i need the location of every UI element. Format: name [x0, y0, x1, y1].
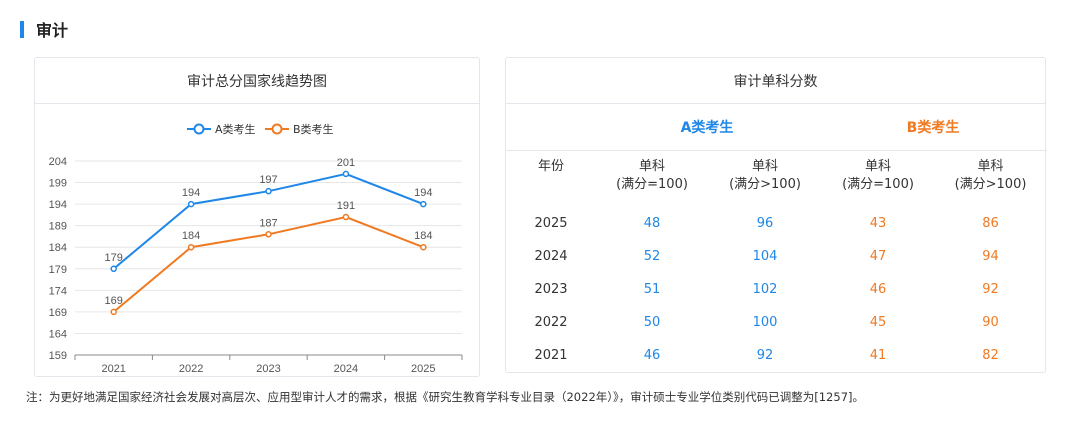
table-score-cell: 90	[982, 315, 999, 330]
chart-card-title: 审计总分国家线趋势图	[35, 58, 479, 104]
data-label: 179	[105, 252, 123, 264]
table-score-cell: 104	[752, 249, 778, 264]
table-score-cell: 82	[982, 348, 999, 363]
table-header-cell: 年份	[537, 159, 564, 174]
table-score-cell: 92	[982, 282, 999, 297]
legend-marker	[193, 123, 205, 135]
chart-card: 审计总分国家线趋势图 204 199 194 189 184 179 174 169 164 15…	[34, 57, 480, 377]
data-label: 184	[414, 230, 432, 242]
data-label: 184	[182, 230, 200, 242]
data-label: 191	[337, 200, 355, 212]
section-title: 审计	[36, 21, 69, 40]
table-score-cell: 92	[756, 348, 774, 363]
table-year-cell: 2025	[534, 216, 568, 231]
data-label: 169	[105, 295, 123, 307]
table-card-title: 审计单科分数	[506, 58, 1045, 104]
table-year-cell: 2023	[534, 282, 568, 297]
section-accent-bar	[20, 20, 24, 38]
x-tick-label: 2022	[179, 363, 203, 375]
table-header-cell: 单科 (满分=100)	[616, 159, 688, 192]
table-score-cell: 45	[869, 315, 887, 330]
data-point	[110, 308, 117, 316]
table-header-cell: 单科 (满分=100)	[842, 159, 914, 192]
y-tick-label: 199	[49, 178, 67, 190]
table-score-cell: 94	[982, 249, 999, 264]
table-score-cell: 48	[643, 216, 661, 231]
data-point	[110, 265, 117, 273]
data-point	[187, 243, 195, 251]
table-year-cell: 2021	[534, 348, 568, 363]
y-tick-label: 179	[49, 264, 67, 276]
data-point	[187, 200, 195, 208]
data-label: 194	[414, 187, 432, 199]
table-card: 审计单科分数 A类考生 B类考生 年份 单科 (满分=100) 单科 (满分>100…	[505, 57, 1047, 373]
y-tick-label: 194	[49, 199, 67, 211]
table-score-cell: 96	[756, 216, 774, 231]
data-point	[420, 200, 427, 208]
data-point	[342, 213, 350, 221]
table-group-header: A类考生 B类考生	[506, 105, 1047, 151]
table-score-cell: 51	[643, 282, 661, 297]
data-label: 187	[259, 217, 277, 229]
table-score-cell: 41	[869, 348, 887, 363]
data-label: 194	[182, 187, 200, 199]
group-a-header: A类考生	[680, 120, 734, 136]
y-tick-label: 169	[49, 307, 67, 319]
table-header-cell: 单科 (满分>100)	[954, 159, 1027, 192]
footnote: 注：为更好地满足国家经济社会发展对高层次、应用型审计人才的需求，根据《研究生教育…	[26, 390, 864, 404]
table-year-cell: 2022	[534, 315, 568, 330]
table-score-cell: 43	[869, 216, 887, 231]
y-tick-label: 174	[49, 285, 67, 297]
table-score-cell: 47	[869, 249, 887, 264]
y-tick-label: 189	[49, 221, 67, 233]
data-label: 197	[259, 174, 277, 186]
section-header: 审计	[20, 19, 69, 40]
data-point	[342, 170, 350, 178]
table-year-cell: 2024	[534, 249, 568, 264]
x-tick-label: 2025	[411, 363, 435, 375]
y-tick-label: 184	[49, 242, 67, 254]
x-tick-label: 2021	[101, 363, 125, 375]
group-b-header: B类考生	[906, 120, 960, 136]
data-label: 201	[337, 157, 355, 169]
legend-label: A类考生	[215, 122, 256, 136]
legend-label: B类考生	[293, 122, 334, 136]
table-header-cell: 单科 (满分>100)	[729, 159, 801, 192]
data-point	[420, 243, 427, 251]
table-score-cell: 102	[752, 282, 778, 297]
table-score-cell: 46	[643, 348, 661, 363]
trend-line-chart: 204 199 194 189 184 179 174 169 164 159 2021 2022 20…	[49, 122, 463, 375]
x-tick-label: 2024	[334, 363, 358, 375]
table-score-cell: 86	[982, 216, 999, 231]
y-tick-label: 159	[49, 350, 67, 362]
y-tick-label: 204	[49, 156, 67, 168]
data-point	[265, 187, 272, 195]
data-point	[265, 231, 272, 238]
x-tick-label: 2023	[256, 363, 280, 375]
table-score-cell: 100	[752, 315, 778, 330]
table-score-cell: 50	[643, 315, 661, 330]
y-tick-label: 164	[49, 328, 67, 340]
legend-marker	[271, 123, 283, 135]
table-score-cell: 46	[869, 282, 887, 297]
table-score-cell: 52	[643, 249, 661, 264]
